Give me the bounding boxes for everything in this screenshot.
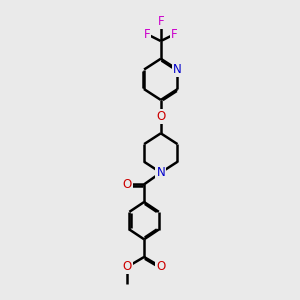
Text: F: F [158,15,164,28]
Text: O: O [156,110,165,123]
Text: N: N [156,166,165,179]
Text: N: N [173,63,182,76]
Text: O: O [156,260,165,273]
Text: O: O [123,178,132,191]
Text: F: F [144,28,150,41]
Text: F: F [171,28,178,41]
Text: O: O [123,260,132,273]
